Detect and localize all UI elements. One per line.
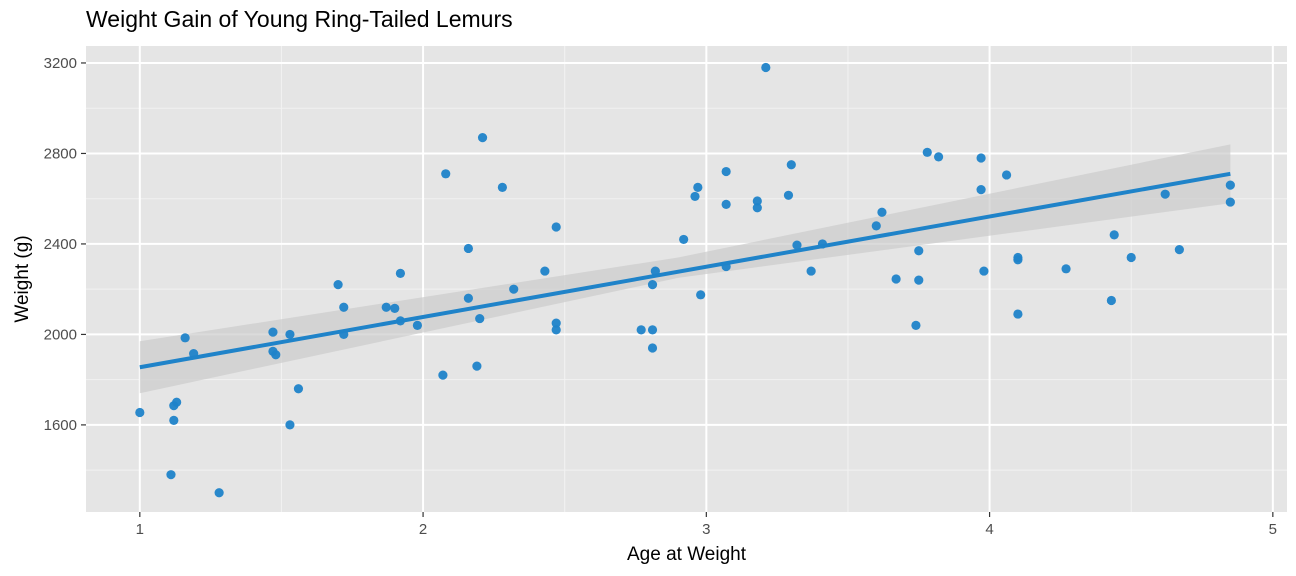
data-point — [1225, 197, 1235, 207]
chart-title: Weight Gain of Young Ring-Tailed Lemurs — [86, 6, 513, 32]
data-point — [761, 62, 771, 73]
data-point — [976, 185, 986, 195]
data-point — [647, 325, 658, 335]
data-point — [911, 320, 921, 330]
data-point — [1174, 244, 1184, 255]
data-point — [551, 325, 561, 335]
y-axis-title: Weight (g) — [12, 235, 33, 322]
data-point — [693, 182, 703, 192]
data-point — [1013, 255, 1023, 265]
data-point — [285, 420, 295, 430]
y-tick-label: 3200 — [44, 55, 77, 72]
y-tick-label: 2000 — [44, 326, 77, 343]
data-point — [285, 329, 295, 340]
data-point — [752, 196, 762, 206]
data-point — [475, 313, 485, 324]
x-tick-labels: 1 2 3 4 5 — [136, 521, 1277, 538]
data-point — [721, 166, 731, 177]
data-point — [933, 152, 944, 162]
data-point — [551, 222, 561, 232]
y-tick-labels: 1600 2000 2400 2800 3200 — [44, 55, 77, 434]
data-point — [914, 246, 924, 256]
data-point — [268, 327, 278, 337]
data-point — [1106, 295, 1116, 306]
data-point — [1061, 264, 1071, 274]
data-point — [1109, 230, 1119, 240]
data-point — [696, 290, 706, 300]
data-point — [214, 488, 224, 498]
data-point — [463, 243, 473, 254]
data-point — [976, 153, 986, 163]
regression-line — [139, 171, 1231, 370]
data-point — [1001, 170, 1012, 180]
x-tick-label: 4 — [985, 521, 993, 538]
data-point — [339, 302, 349, 312]
data-point — [1013, 309, 1023, 319]
data-point — [1126, 252, 1136, 263]
data-point — [647, 343, 658, 353]
data-point — [166, 470, 176, 480]
data-point — [806, 266, 816, 276]
data-point — [783, 190, 794, 200]
data-point — [679, 234, 689, 245]
x-tick-label: 3 — [702, 521, 710, 538]
data-point — [412, 320, 423, 330]
data-point — [540, 266, 550, 276]
data-point — [271, 350, 281, 360]
data-point — [172, 397, 182, 407]
data-point — [180, 333, 190, 343]
x-tick-label: 5 — [1269, 521, 1277, 538]
y-tick-label: 2400 — [44, 236, 77, 253]
data-point — [509, 284, 519, 294]
data-point — [690, 191, 700, 202]
data-points — [135, 62, 1235, 498]
data-point — [786, 160, 796, 170]
data-point — [721, 199, 731, 209]
data-point — [914, 275, 924, 285]
data-point — [792, 240, 802, 250]
data-point — [636, 325, 646, 335]
x-tick-label: 1 — [136, 521, 144, 538]
data-point — [1160, 189, 1170, 199]
data-point — [871, 221, 881, 231]
data-point — [472, 361, 482, 371]
data-point — [877, 207, 887, 217]
data-point — [1225, 180, 1235, 190]
data-point — [438, 370, 448, 380]
y-tick-label: 1600 — [44, 417, 77, 434]
x-axis-title: Age at Weight — [627, 544, 747, 565]
y-tick-label: 2800 — [44, 145, 77, 162]
data-point — [922, 147, 932, 157]
data-point — [169, 415, 179, 425]
x-tick-label: 2 — [419, 521, 427, 538]
data-point — [477, 133, 488, 143]
data-point — [647, 280, 658, 290]
axis-ticks — [81, 62, 1274, 517]
data-point — [395, 268, 406, 278]
data-point — [135, 407, 145, 418]
data-point — [463, 293, 473, 303]
data-point — [891, 274, 901, 284]
data-point — [497, 182, 507, 192]
data-point — [381, 302, 391, 312]
data-point — [979, 266, 989, 276]
data-point — [752, 203, 762, 213]
data-point — [551, 318, 561, 328]
data-point — [293, 384, 304, 394]
data-point — [390, 303, 400, 314]
data-point — [441, 169, 451, 179]
data-point — [333, 280, 343, 290]
plot-panel — [86, 46, 1287, 512]
